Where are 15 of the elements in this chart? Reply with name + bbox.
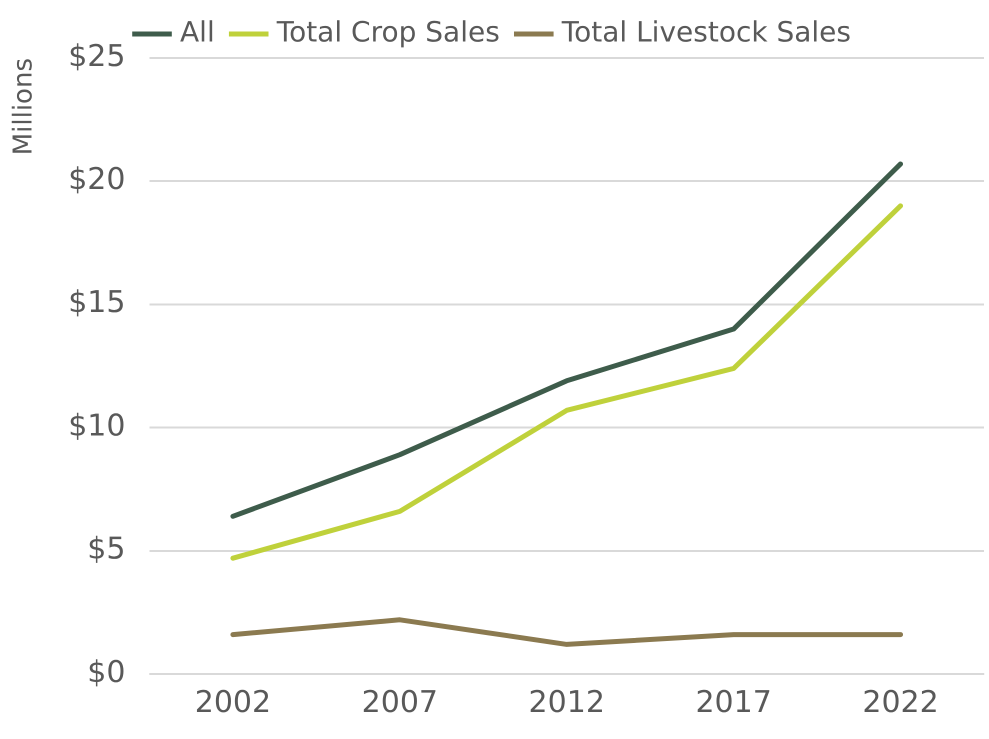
x-tick-label: 2022 [862,684,939,720]
y-tick-label: $5 [87,532,126,567]
y-axis-title: Millions [8,58,38,156]
x-tick-label: 2007 [362,684,438,720]
x-tick-label: 2017 [695,684,772,720]
y-tick-label: $0 [87,654,126,690]
y-tick-label: $15 [68,285,126,320]
x-tick-label: 2002 [194,684,272,720]
legend-label: All [180,15,215,48]
legend-label: Total Crop Sales [276,15,500,48]
y-tick-label: $25 [68,38,126,74]
x-tick-label: 2012 [528,684,605,720]
y-tick-label: $20 [68,162,126,197]
y-tick-label: $10 [68,408,126,444]
legend-label: Total Livestock Sales [560,15,851,48]
